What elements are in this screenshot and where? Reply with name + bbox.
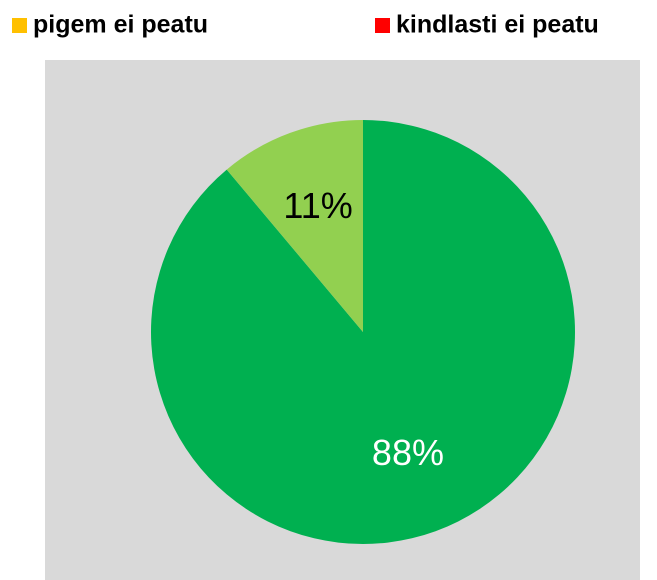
data-label: 88% [372,432,444,473]
data-label: 11% [283,185,352,226]
pie-slice [226,120,363,332]
legend-swatch [12,18,27,33]
legend-label: kindlasti ei peatu [396,11,599,39]
legend-label: pigem ei peatu [33,11,208,39]
legend-swatch [375,18,390,33]
